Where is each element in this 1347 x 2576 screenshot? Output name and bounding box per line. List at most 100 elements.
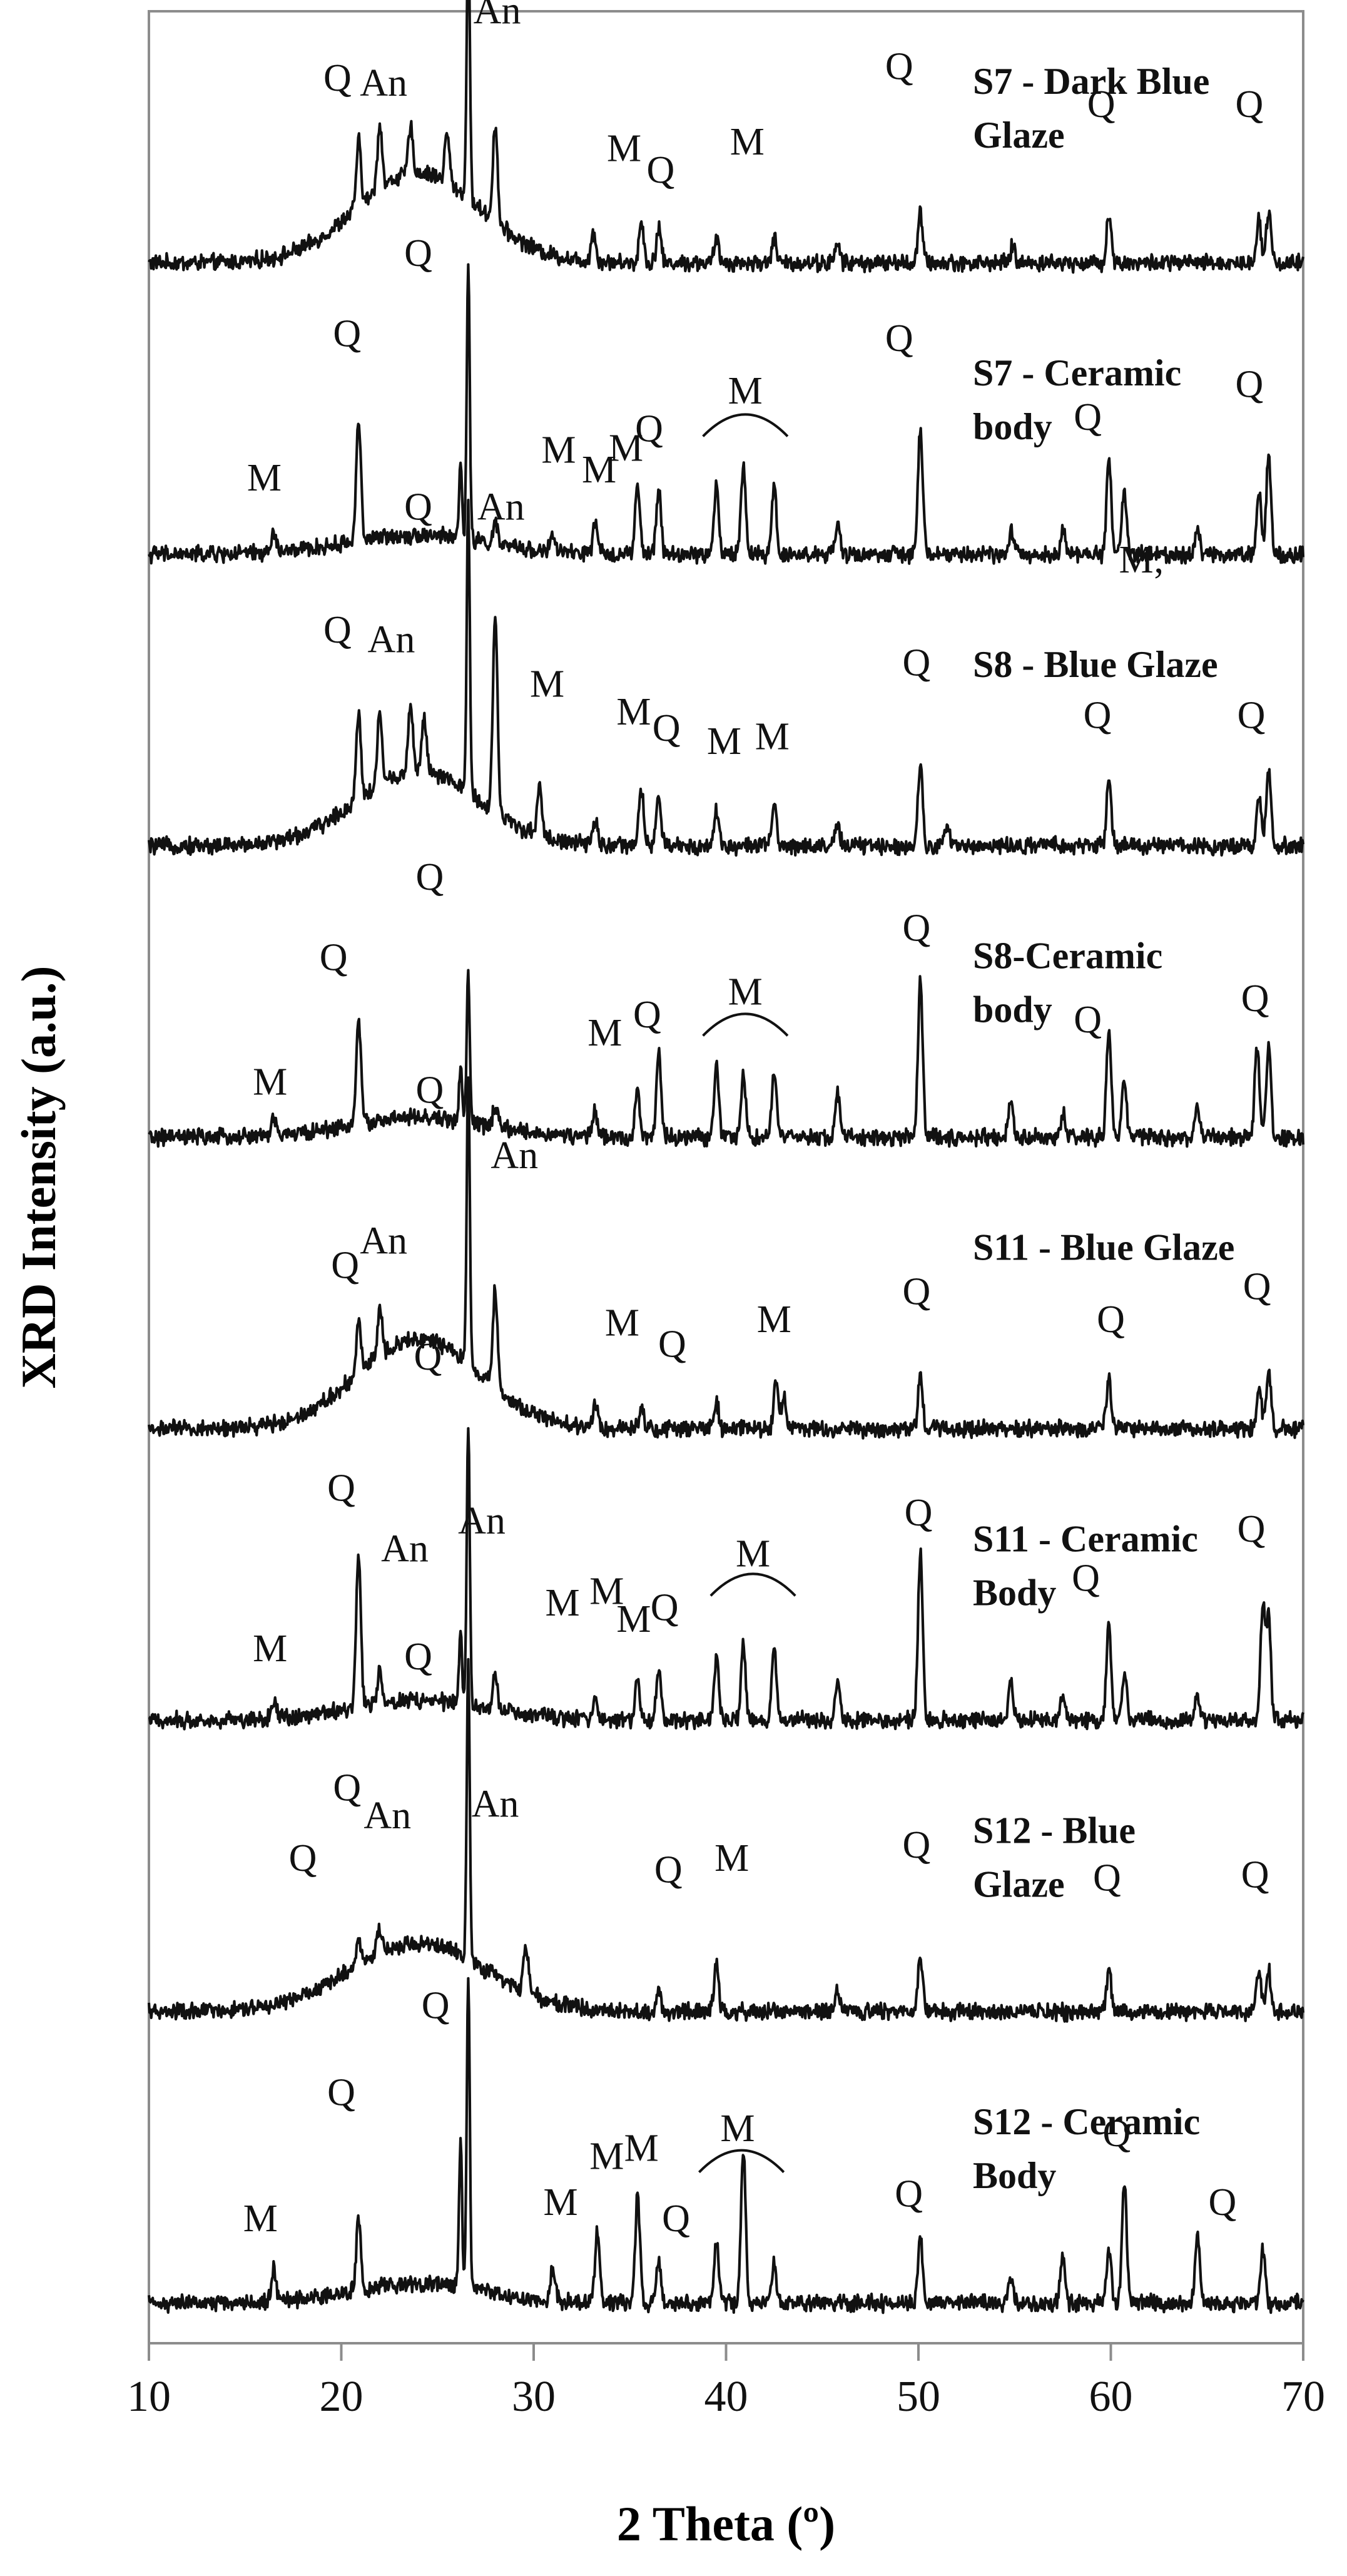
x-tick-label: 20 — [320, 2373, 363, 2421]
peak-group-arc — [702, 1012, 789, 1037]
peak-label: M — [541, 429, 576, 471]
peak-label: Q — [653, 707, 681, 750]
peak-label: An — [381, 1527, 429, 1570]
xrd-trace-6 — [148, 1427, 1304, 1731]
xrd-trace-4 — [148, 969, 1305, 1148]
peak-label: Q — [404, 486, 432, 529]
peak-label: M — [607, 128, 641, 170]
series-label: S11 - Ceramic — [973, 1518, 1198, 1559]
peak-label: Q — [903, 907, 931, 949]
peak-label: M — [728, 971, 763, 1014]
y-axis-title: XRD Intensity (a.u.) — [11, 965, 66, 1388]
peak-label: Q — [658, 1323, 686, 1365]
peak-label: M — [736, 1532, 770, 1575]
peak-label: M — [253, 1061, 287, 1104]
peak-label: Q — [1074, 396, 1102, 439]
peak-group-arc — [702, 413, 789, 437]
peak-label: Q — [903, 1824, 931, 1866]
x-tick-label: 50 — [897, 2373, 940, 2421]
peak-label: Q — [1084, 694, 1112, 736]
xrd-trace-5 — [147, 1076, 1305, 1440]
peak-label: M — [247, 457, 282, 499]
peak-label: An — [491, 1134, 538, 1177]
peak-label: Q — [1093, 1857, 1121, 1900]
peak-label: Q — [885, 46, 913, 88]
x-tick-label: 70 — [1281, 2373, 1325, 2421]
peak-label: Q — [662, 2197, 690, 2240]
peak-label: An — [363, 1795, 411, 1837]
series-label: body — [973, 989, 1052, 1031]
peak-label: Q — [905, 1492, 933, 1534]
series-label: S8 - Blue Glaze — [973, 644, 1218, 685]
peak-label: M — [616, 691, 651, 733]
x-axis: 10 20 30 40 50 60 70 — [127, 2343, 1325, 2421]
peak-label: M — [543, 2181, 577, 2224]
peak-label: Q — [289, 1837, 317, 1880]
peak-label: Q — [323, 57, 352, 99]
peak-label: Q — [895, 2173, 923, 2216]
peak-label: M — [707, 720, 741, 763]
peak-label: Q — [1087, 83, 1116, 126]
peak-label: M — [243, 2197, 278, 2240]
peak-label: An — [368, 619, 415, 661]
peak-label: M — [589, 2135, 624, 2177]
peak-label: Q — [647, 149, 675, 191]
series-label: S7 - Dark Blue — [973, 61, 1209, 102]
xrd-trace-1 — [148, 0, 1305, 274]
peak-label: M — [755, 715, 790, 758]
peak-label: An — [477, 486, 525, 529]
peak-label: M — [624, 2127, 659, 2169]
x-tick-label: 10 — [127, 2373, 171, 2421]
peak-label: Q — [404, 1636, 432, 1678]
peak-label: M — [728, 370, 763, 412]
peak-label: Q — [1238, 694, 1266, 736]
peak-label: M — [605, 1301, 639, 1344]
peak-label: An — [360, 1219, 407, 1262]
peak-label: Q — [654, 1848, 683, 1891]
series-label: Body — [973, 1572, 1056, 1613]
series-label: S8-Ceramic — [973, 935, 1162, 977]
peak-label: Q — [416, 856, 444, 899]
series-label: Glaze — [973, 115, 1065, 156]
peak-label: Q — [1074, 999, 1102, 1041]
series-label: Body — [973, 2155, 1056, 2196]
peak-label: Q — [903, 641, 931, 684]
peak-label: Q — [651, 1587, 679, 1629]
peak-label: M — [253, 1627, 287, 1670]
peak-group-arc — [709, 1572, 796, 1597]
peak-label: An — [458, 1500, 506, 1542]
traces-layer — [147, 0, 1305, 2314]
peak-label: Q — [1238, 1508, 1266, 1550]
xrd-trace-7 — [147, 1657, 1305, 2023]
peak-label: Q — [903, 1271, 931, 1313]
peak-label: M — [757, 1298, 791, 1341]
peak-label: Q — [1208, 2181, 1236, 2224]
xrd-trace-8 — [147, 1977, 1304, 2314]
peak-label: Q — [885, 317, 913, 360]
series-label: S12 - Ceramic — [973, 2101, 1200, 2142]
peak-label: Q — [414, 1336, 442, 1378]
peak-label: Q — [1097, 1298, 1125, 1341]
peak-label: Q — [320, 937, 348, 979]
xrd-trace-2 — [148, 263, 1305, 565]
annotations-layer: QAnQAnMQMQQQQQMMMMQMQQQM;QAnQAnMMQMMQQQQ… — [243, 0, 1271, 2240]
peak-label: Q — [327, 1467, 355, 1509]
peak-label: Q — [416, 1069, 444, 1111]
peak-label: Q — [1236, 83, 1264, 126]
series-label: S11 - Blue Glaze — [973, 1227, 1234, 1268]
peak-label: Q — [333, 312, 361, 355]
peak-label: M — [720, 2107, 755, 2150]
series-labels-layer: S7 - Dark Blue Glaze S7 - Ceramic body S8 - … — [973, 61, 1234, 2196]
series-label: S12 - Blue — [973, 1810, 1136, 1851]
x-tick-label: 40 — [704, 2373, 748, 2421]
peak-label: M — [616, 1598, 651, 1641]
peak-label: Q — [1243, 1266, 1271, 1308]
peak-label: M; — [1119, 539, 1164, 581]
peak-label: M — [714, 1837, 749, 1880]
peak-label: Q — [633, 994, 661, 1036]
peak-label: Q — [327, 2071, 355, 2114]
peak-group-arc — [698, 2149, 785, 2174]
peak-label: M — [587, 1012, 622, 1054]
